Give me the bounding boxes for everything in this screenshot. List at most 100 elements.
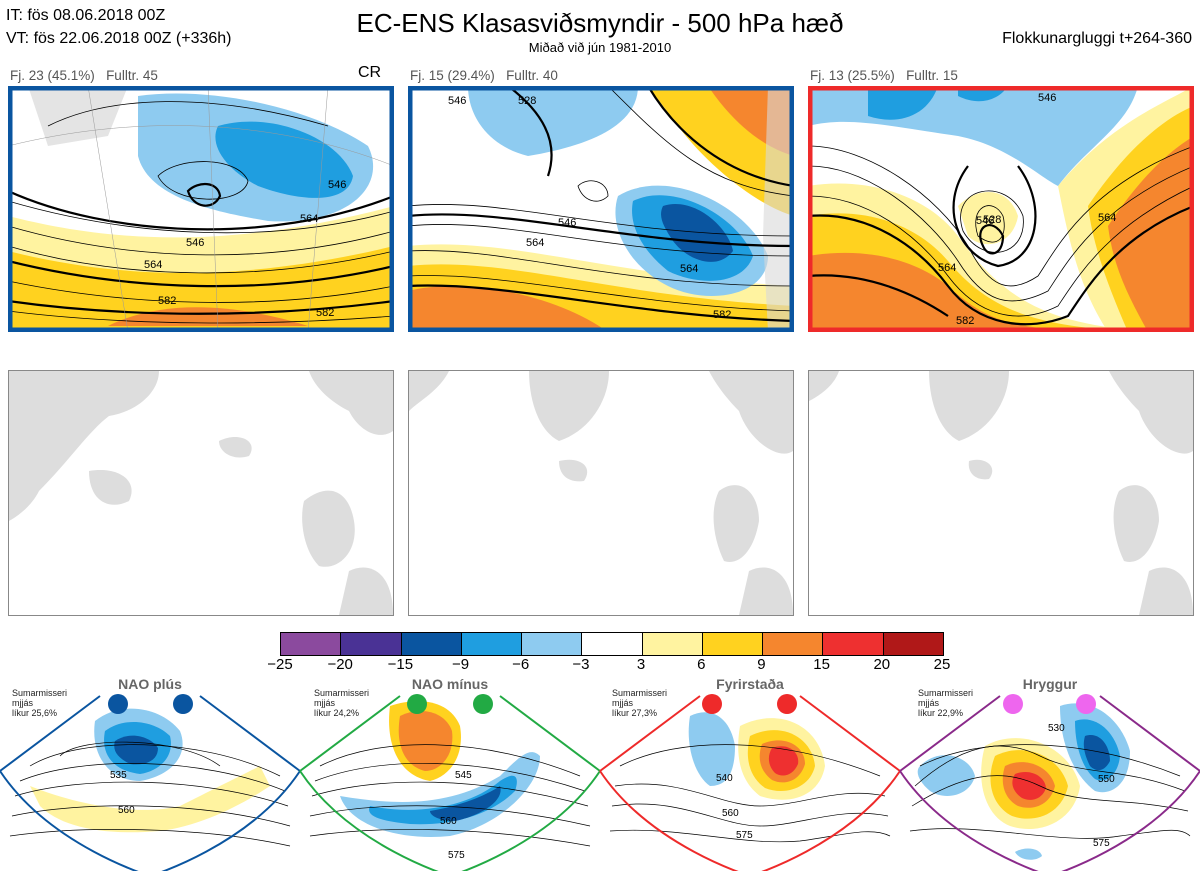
cluster-1-regime: CR <box>358 64 382 81</box>
cluster-3-border <box>808 86 1194 332</box>
cluster-2-contour-528: 528 <box>518 95 536 107</box>
colorbar-tick-label: −3 <box>572 656 590 673</box>
colorbar <box>280 632 944 656</box>
cluster-2-label: Fj. 15 (29.4%) Fulltr. 40 <box>410 68 558 83</box>
regime-fyrirstada-contour-575: 575 <box>736 830 753 841</box>
cluster-1-border <box>8 86 394 332</box>
regime-nao-minus: 545 560 575 <box>299 694 601 876</box>
regime-hryggur-dot <box>1003 694 1023 714</box>
regime-nao-minus-contour-575: 575 <box>448 850 465 861</box>
cluster-2-map: 546 564 564 582 528 546 <box>408 86 794 332</box>
colorbar-tick-label: −25 <box>267 656 293 673</box>
colorbar-tick-label: −9 <box>451 656 470 673</box>
regime-fyrirstada-note: Sumarmisseri mjjás líkur 27,3% <box>612 688 668 718</box>
cluster-1-contour-546: 546 <box>186 237 204 249</box>
regime-nao-minus-contour-560: 560 <box>440 816 457 827</box>
init-time: IT: fös 08.06.2018 00Z <box>6 7 166 24</box>
cluster-1-contour-564b: 564 <box>300 213 318 225</box>
cluster-3-label: Fj. 13 (25.5%) Fulltr. 15 <box>810 68 958 83</box>
classification-window: Flokkunargluggi t+264-360 <box>1002 30 1192 47</box>
regime-hryggur-contour-575: 575 <box>1093 838 1110 849</box>
cluster-1-size: Fj. 23 (45.1%) <box>10 68 95 83</box>
cluster-2-border <box>408 86 794 332</box>
page-title: EC-ENS Klasasviðsmyndir - 500 hPa hæð <box>356 8 844 38</box>
page-subtitle: Miðað við jún 1981-2010 <box>528 40 672 55</box>
regime-fyrirstada-dot <box>777 694 797 714</box>
regime-nao-minus-title: NAO mínus <box>411 676 489 692</box>
regime-nao-plus-title: NAO plús <box>118 676 182 692</box>
cluster-3-contour-528: 528 <box>983 214 1001 226</box>
colorbar-segment <box>642 633 703 655</box>
colorbar-tick-label: 6 <box>697 656 706 673</box>
colorbar-segment <box>522 633 583 655</box>
colorbar-tick-label: −15 <box>387 656 414 673</box>
colorbar-segment <box>341 633 402 655</box>
cluster-1-contour-582: 582 <box>158 295 176 307</box>
regime-nao-minus-note: Sumarmisseri mjjás líkur 24,2% <box>314 688 370 718</box>
regime-nao-plus: 535 560 <box>0 694 301 876</box>
colorbar-segment <box>582 633 643 655</box>
colorbar-tick-label: 3 <box>636 656 646 673</box>
regime-fyrirstada-title: Fyrirstaða <box>716 676 784 692</box>
cluster-3-size: Fj. 13 (25.5%) <box>810 68 895 83</box>
regime-fyrirstada-dot <box>702 694 722 714</box>
regime-hryggur-dot <box>1076 694 1096 714</box>
regime-fyrirstada-contour-540: 540 <box>716 773 733 784</box>
regime-nao-plus-dot <box>108 694 128 714</box>
colorbar-segment <box>883 633 943 655</box>
cluster-1-contour-546b: 546 <box>328 179 346 191</box>
colorbar-segment <box>461 633 523 655</box>
colorbar-segment <box>702 633 764 655</box>
cluster-3-map: 546 528 564 582 564 546 <box>808 86 1194 332</box>
cluster-3-representative: Fulltr. 15 <box>906 68 958 83</box>
empty-map-1 <box>8 370 394 616</box>
regime-fyrirstada: 540 560 575 <box>599 694 901 876</box>
cluster-2-contour-546: 546 <box>558 217 576 229</box>
cluster-2-contour-546b: 546 <box>448 95 466 107</box>
colorbar-tick-label: −6 <box>512 656 530 673</box>
regime-nao-plus-dot <box>173 694 193 714</box>
cluster-3-contour-564b: 564 <box>1098 212 1116 224</box>
init-valid-info: IT: fös 08.06.2018 00Z VT: fös 22.06.201… <box>6 4 231 50</box>
regime-hryggur-contour-530: 530 <box>1048 723 1065 734</box>
colorbar-tick-label: 9 <box>757 656 766 673</box>
cluster-3-contour-546: 546 <box>976 215 994 227</box>
regime-row: 535 560 545 560 575 <box>0 676 1200 876</box>
valid-time: VT: fös 22.06.2018 00Z (+336h) <box>6 30 232 47</box>
cluster-1-map: 546 564 582 564 546 582 <box>8 86 394 332</box>
cluster-1-contour-564: 564 <box>144 259 162 271</box>
colorbar-segment <box>823 633 884 655</box>
regime-hryggur-title: Hryggur <box>1022 676 1078 692</box>
regime-nao-minus-dot <box>407 694 427 714</box>
colorbar-segment <box>401 633 462 655</box>
regime-nao-minus-dot <box>473 694 493 714</box>
regime-hryggur: 530 550 575 <box>899 694 1200 876</box>
regime-nao-plus-contour-535: 535 <box>110 770 127 781</box>
colorbar-tick-label: 15 <box>813 656 830 673</box>
regime-nao-plus-contour-560: 560 <box>118 805 135 816</box>
regime-hryggur-contour-550: 550 <box>1098 774 1115 785</box>
cluster-3-contour-546b: 546 <box>1038 92 1056 104</box>
regime-fans: 535 560 545 560 575 <box>0 694 1200 876</box>
regime-hryggur-note: Sumarmisseri mjjás líkur 22,9% <box>918 688 974 718</box>
cluster-1-label: Fj. 23 (45.1%) Fulltr. 45 <box>10 68 158 83</box>
cluster-2-contour-582: 582 <box>713 309 731 321</box>
cluster-3-contour-582: 582 <box>956 315 974 327</box>
regime-fyrirstada-contour-560: 560 <box>722 808 739 819</box>
regime-nao-minus-contour-545: 545 <box>455 770 472 781</box>
cluster-2-size: Fj. 15 (29.4%) <box>410 68 495 83</box>
cluster-1-contour-582b: 582 <box>316 307 334 319</box>
colorbar-tick-label: 25 <box>933 656 951 673</box>
colorbar-segment <box>763 633 824 655</box>
cluster-2-contour-564b: 564 <box>680 263 698 275</box>
cluster-2-contour-564: 564 <box>526 237 544 249</box>
colorbar-tick-label: −20 <box>327 656 353 673</box>
cluster-2-representative: Fulltr. 40 <box>506 68 558 83</box>
empty-map-3 <box>808 370 1194 616</box>
colorbar-segment <box>281 633 342 655</box>
cluster-3-contour-564: 564 <box>938 262 956 274</box>
regime-nao-plus-note: Sumarmisseri mjjás líkur 25,6% <box>12 688 68 718</box>
colorbar-tick-label: 20 <box>873 656 891 673</box>
empty-map-2 <box>408 370 794 616</box>
cluster-1-representative: Fulltr. 45 <box>106 68 158 83</box>
